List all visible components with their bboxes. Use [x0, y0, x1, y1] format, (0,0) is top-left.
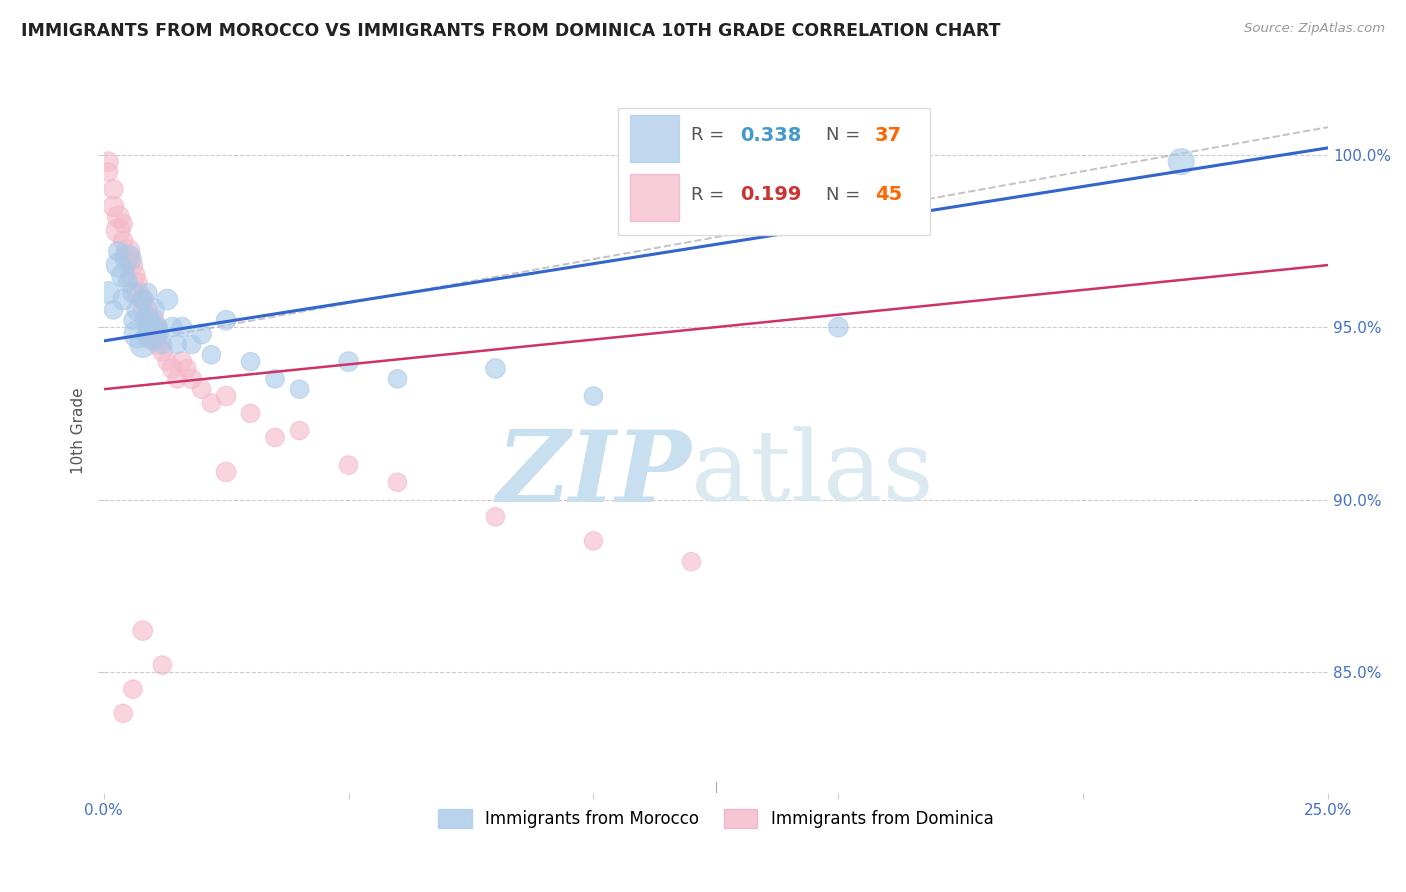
Point — [190, 382, 212, 396]
Point — [127, 302, 149, 317]
Point — [387, 372, 409, 386]
Text: atlas: atlas — [692, 426, 934, 522]
Point — [136, 320, 159, 334]
Text: 37: 37 — [875, 126, 903, 145]
Point — [97, 285, 120, 300]
Point — [156, 354, 179, 368]
Point — [200, 348, 222, 362]
FancyBboxPatch shape — [617, 108, 931, 235]
Point — [170, 354, 193, 368]
Point — [107, 258, 129, 272]
Point — [132, 293, 155, 307]
Point — [1170, 154, 1192, 169]
Point — [136, 313, 159, 327]
Point — [337, 354, 360, 368]
Point — [103, 302, 125, 317]
Point — [132, 624, 155, 638]
Point — [97, 165, 120, 179]
Point — [122, 268, 145, 283]
Point — [112, 268, 135, 283]
Point — [127, 285, 149, 300]
Point — [103, 182, 125, 196]
Point — [127, 326, 149, 341]
Point — [112, 293, 135, 307]
Point — [142, 313, 165, 327]
Point — [484, 509, 506, 524]
Point — [264, 372, 287, 386]
Point — [264, 430, 287, 444]
Point — [166, 337, 188, 351]
Point — [288, 382, 311, 396]
Point — [827, 320, 849, 334]
Legend: Immigrants from Morocco, Immigrants from Dominica: Immigrants from Morocco, Immigrants from… — [432, 803, 1000, 835]
Point — [112, 706, 135, 721]
Point — [215, 389, 238, 403]
Text: N =: N = — [827, 186, 866, 203]
Point — [180, 372, 202, 386]
Text: Source: ZipAtlas.com: Source: ZipAtlas.com — [1244, 22, 1385, 36]
Point — [150, 344, 173, 359]
Text: IMMIGRANTS FROM MOROCCO VS IMMIGRANTS FROM DOMINICA 10TH GRADE CORRELATION CHART: IMMIGRANTS FROM MOROCCO VS IMMIGRANTS FR… — [21, 22, 1001, 40]
Text: 45: 45 — [875, 186, 903, 204]
Point — [146, 320, 169, 334]
Point — [166, 372, 188, 386]
Point — [239, 406, 262, 420]
Point — [136, 285, 159, 300]
Point — [337, 458, 360, 472]
Point — [142, 302, 165, 317]
Point — [150, 337, 173, 351]
Point — [180, 337, 202, 351]
Text: ZIP: ZIP — [496, 425, 692, 523]
Point — [215, 465, 238, 479]
Point — [484, 361, 506, 376]
Point — [122, 313, 145, 327]
Point — [127, 275, 149, 289]
Point — [132, 293, 155, 307]
Point — [582, 533, 605, 548]
Point — [107, 224, 129, 238]
Point — [176, 361, 198, 376]
Point — [132, 337, 155, 351]
Point — [142, 326, 165, 341]
Point — [117, 251, 139, 265]
Point — [160, 320, 183, 334]
Point — [387, 475, 409, 490]
Point — [215, 313, 238, 327]
Text: 0.338: 0.338 — [741, 126, 801, 145]
Point — [136, 302, 159, 317]
Text: R =: R = — [692, 186, 730, 203]
Point — [122, 258, 145, 272]
Point — [681, 555, 703, 569]
Point — [160, 361, 183, 376]
Point — [200, 396, 222, 410]
Point — [146, 320, 169, 334]
Point — [112, 234, 135, 248]
Text: 0.199: 0.199 — [741, 186, 801, 204]
Point — [107, 210, 129, 224]
Point — [122, 285, 145, 300]
Point — [288, 424, 311, 438]
Point — [107, 244, 129, 259]
FancyBboxPatch shape — [630, 175, 679, 221]
FancyBboxPatch shape — [630, 115, 679, 162]
Point — [582, 389, 605, 403]
Point — [146, 337, 169, 351]
Point — [156, 293, 179, 307]
Point — [170, 320, 193, 334]
Point — [142, 326, 165, 341]
Point — [117, 275, 139, 289]
Point — [122, 682, 145, 697]
Point — [239, 354, 262, 368]
Point — [150, 658, 173, 673]
Point — [190, 326, 212, 341]
Point — [112, 217, 135, 231]
Point — [97, 154, 120, 169]
Text: R =: R = — [692, 126, 730, 145]
Y-axis label: 10th Grade: 10th Grade — [72, 387, 86, 474]
Point — [117, 244, 139, 259]
Point — [103, 199, 125, 213]
Point — [132, 302, 155, 317]
Text: N =: N = — [827, 126, 866, 145]
Point — [117, 251, 139, 265]
